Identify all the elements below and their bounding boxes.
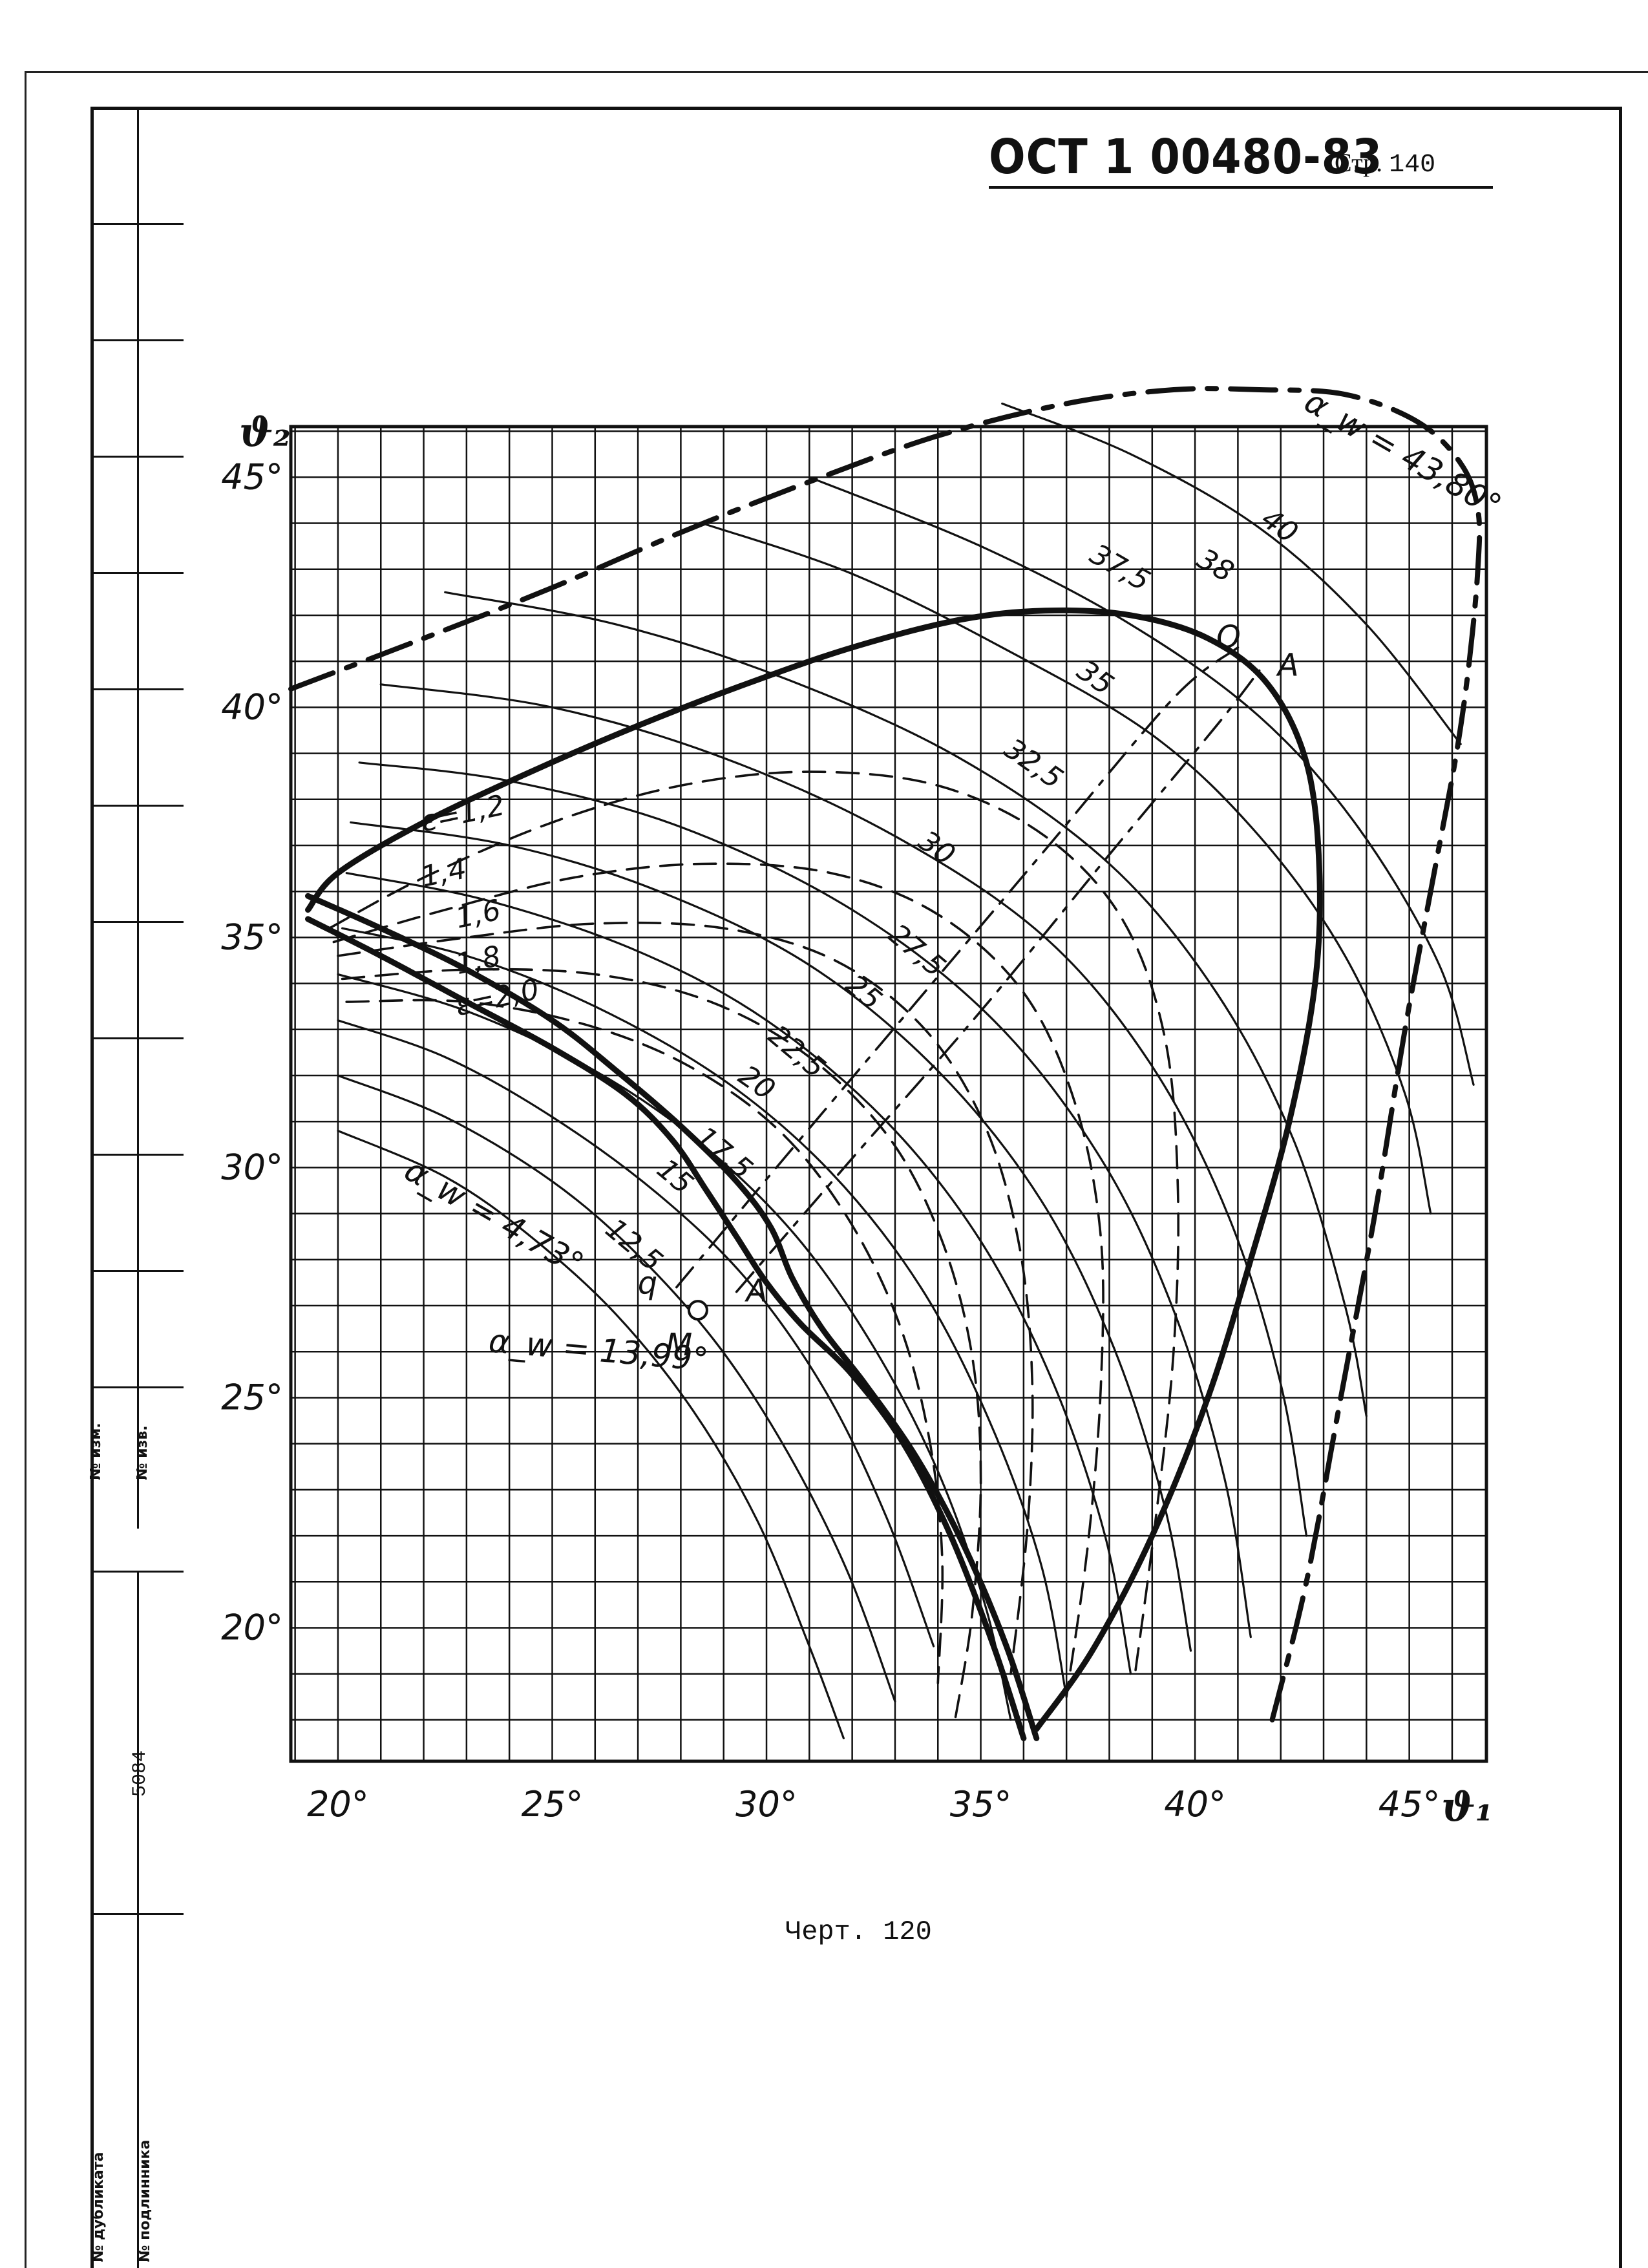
series-line [350, 821, 1192, 1652]
series-line [444, 591, 1368, 1417]
chart-text: 20° 25° 30° 35° 40° 45°20°25°30°35°40°45°ϑ₁ϑ₂… [221, 383, 1508, 1830]
x-tick-label: 20° [307, 1784, 369, 1825]
x-axis-label: ϑ₁ [1441, 1783, 1493, 1830]
series-line [337, 1129, 845, 1739]
series-line [345, 872, 1132, 1675]
curve-value-label: 12,5 [599, 1212, 669, 1278]
series-line [358, 761, 1252, 1638]
page-number: 140 [1389, 151, 1436, 180]
series-line [305, 916, 1027, 1741]
y-tick-label: 20° [221, 1607, 283, 1648]
y-tick-label: 45° [221, 456, 283, 497]
header-rule [989, 186, 1493, 189]
series-line [337, 1074, 896, 1702]
document-code: ОСТ 1 00480-83 [989, 129, 1383, 185]
side-stamp-lower [90, 1571, 184, 2268]
epsilon-label: 1,8 [452, 940, 503, 981]
x-tick-label: 30° [735, 1784, 798, 1825]
series-line [1001, 402, 1462, 745]
series-line [808, 476, 1475, 1086]
alpha-label: α_w = 4,73° [398, 1151, 589, 1284]
plot-frame [289, 425, 1488, 1763]
x-tick-label: 45° [1379, 1784, 1441, 1825]
x-tick-label: 40° [1164, 1784, 1226, 1825]
point-label: Q [1216, 619, 1241, 655]
y-tick-label: 40° [221, 686, 283, 727]
curve-value-label: 37,5 [1084, 538, 1156, 598]
y-tick-label: 30° [221, 1147, 283, 1187]
series-line [328, 770, 1180, 1675]
x-tick-label: 35° [950, 1784, 1012, 1825]
series-line [337, 921, 1034, 1675]
point-label: q [638, 1266, 657, 1302]
figure-caption: Черт. 120 [785, 1916, 932, 1947]
chart-grid [289, 425, 1488, 1763]
y-tick-label: 35° [221, 917, 283, 957]
series-line [288, 386, 1483, 1722]
page-label: Стр. [1335, 148, 1383, 177]
series-line [379, 683, 1308, 1537]
series-line [305, 607, 1323, 1732]
page-outer-frame [25, 71, 1648, 2268]
series-line [345, 999, 944, 1684]
page-inner-frame [90, 107, 1622, 2268]
point-label: M [666, 1327, 692, 1363]
series-line [337, 1019, 935, 1648]
series-line [332, 862, 1104, 1699]
series-line [341, 968, 982, 1721]
epsilon-label: 1,6 [452, 893, 503, 935]
y-tick-label: 25° [221, 1377, 283, 1417]
curve-value-label: 20 [732, 1059, 781, 1107]
side-stamp-upper [90, 107, 184, 1529]
alpha-label: α_w = 43,80° [1298, 383, 1508, 525]
series-line [675, 646, 1240, 1289]
series-line [341, 927, 1068, 1698]
y-axis-label: ϑ₂ [239, 408, 291, 456]
chart-series [288, 386, 1483, 1741]
series-line [305, 893, 1040, 1741]
point-label: A [1276, 647, 1299, 683]
series-line [701, 522, 1432, 1215]
curve-value-label: 30 [913, 824, 961, 872]
curve-value-label: 32,5 [998, 732, 1069, 796]
point-marker [687, 1300, 708, 1321]
epsilon-label: ε=1,2 [418, 789, 507, 838]
page-indicator: Стр. 140 [1335, 147, 1435, 180]
x-tick-label: 25° [522, 1784, 584, 1825]
curve-value-label: 25 [839, 968, 888, 1017]
epsilon-label: 1,4 [418, 852, 469, 893]
curve-value-label: 40 [1255, 502, 1304, 550]
curve-value-label: 38 [1192, 542, 1240, 589]
point-label: A [745, 1273, 768, 1309]
series-line [735, 669, 1261, 1293]
series-line [337, 973, 1012, 1721]
